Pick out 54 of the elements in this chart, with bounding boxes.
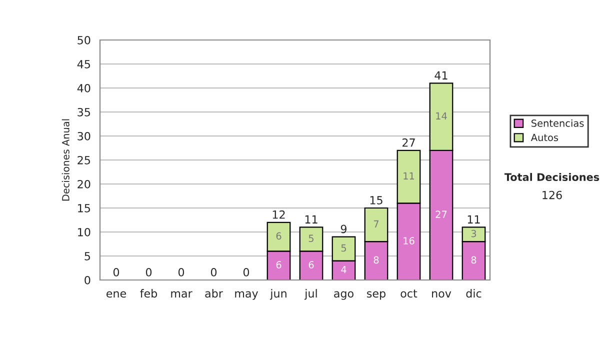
x-tick-label: nov [432, 291, 452, 298]
x-tick-label: sep [367, 291, 386, 300]
data-label: 5 [341, 244, 346, 252]
y-tick-label: 40 [77, 84, 90, 92]
y-tick-label: 50 [78, 36, 90, 44]
data-label: 16 [404, 237, 414, 244]
data-label: 14 [436, 112, 447, 120]
data-label: 5 [308, 234, 314, 242]
total-label: 0 [113, 268, 120, 276]
x-tick-label: abr [205, 289, 223, 298]
total-label: 0 [243, 268, 250, 276]
y-tick-label: 0 [84, 276, 90, 284]
data-label: 11 [404, 172, 414, 180]
x-tick-label: mar [171, 291, 192, 298]
x-tick-label: jun [270, 289, 286, 300]
data-label: 8 [471, 256, 476, 264]
x-tick-label: jul [304, 289, 317, 300]
data-label: 4 [341, 266, 346, 274]
total-label: 15 [370, 196, 382, 204]
legend-label: Autos [530, 134, 558, 142]
legend-label: Sentencias [532, 119, 584, 127]
data-label: 27 [436, 210, 447, 218]
x-tick-label: oct [400, 290, 418, 298]
data-label: 6 [276, 232, 282, 240]
total-label: 27 [402, 138, 415, 147]
total-label: 9 [340, 224, 347, 234]
data-label: 7 [374, 220, 379, 228]
data-label: 8 [374, 256, 379, 264]
total-label: 0 [146, 268, 152, 276]
y-tick-label: 10 [78, 228, 90, 236]
total-label: 12 [272, 210, 285, 219]
x-tick-label: dic [466, 289, 482, 298]
y-tick-label: 15 [78, 204, 90, 212]
y-axis-title: Decisiones Anual [62, 119, 70, 201]
x-tick-label: may [235, 291, 258, 300]
x-tick-label: ago [334, 291, 354, 300]
data-label: 3 [471, 230, 476, 238]
y-tick-label: 20 [78, 180, 90, 188]
y-tick-label: 30 [78, 132, 90, 140]
x-tick-label: ene [106, 291, 126, 298]
data-label: 6 [276, 261, 282, 268]
text: 126 [542, 190, 562, 200]
y-tick-label: 25 [78, 156, 90, 164]
y-tick-label: 45 [77, 60, 90, 68]
total-label: 11 [305, 215, 318, 224]
text: Total Decisiones [504, 172, 600, 182]
y-tick-label: 35 [78, 108, 90, 116]
x-tick-label: feb [140, 289, 158, 298]
y-tick-label: 5 [84, 252, 90, 260]
total-label: 41 [434, 71, 448, 80]
total-label: 0 [210, 268, 217, 276]
total-label: 0 [178, 268, 184, 276]
data-label: 6 [308, 261, 314, 268]
total-label: 11 [468, 215, 480, 224]
